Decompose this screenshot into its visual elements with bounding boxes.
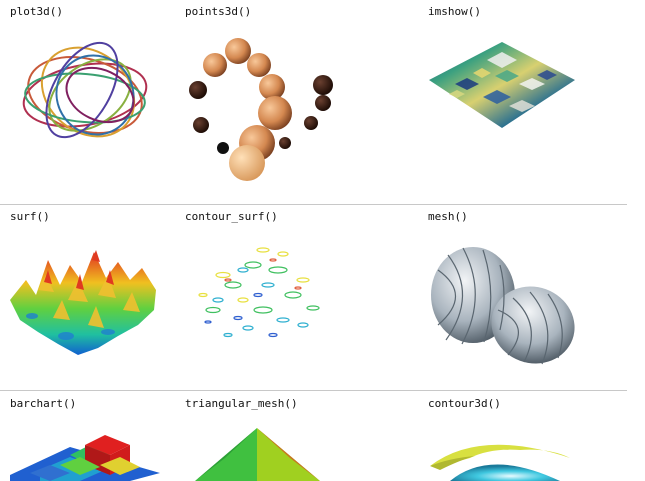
barchart-link[interactable]: barchart() (10, 397, 77, 410)
gallery-item-label[interactable]: surf() (10, 210, 50, 223)
imshow-link[interactable]: imshow() (428, 5, 481, 18)
gallery-item-label[interactable]: triangular_mesh() (185, 397, 298, 410)
contour-surf-link[interactable]: contour_surf() (185, 210, 278, 223)
gallery-item-label[interactable]: contour_surf() (185, 210, 278, 223)
gallery-item-label[interactable]: imshow() (428, 5, 481, 18)
plot3d-thumbnail[interactable] (10, 40, 160, 150)
contour3d-thumbnail[interactable] (430, 428, 575, 481)
gallery-item-label[interactable]: points3d() (185, 5, 251, 18)
gallery-item-label[interactable]: barchart() (10, 397, 76, 410)
triangular-mesh-link[interactable]: triangular_mesh() (185, 397, 298, 410)
surf-thumbnail[interactable] (8, 240, 160, 360)
mesh-link[interactable]: mesh() (428, 210, 468, 223)
imshow-thumbnail[interactable] (427, 40, 577, 135)
gallery-item-label[interactable]: mesh() (428, 210, 468, 223)
gallery-item-label[interactable]: contour3d() (428, 397, 501, 410)
mesh-thumbnail[interactable] (428, 230, 578, 375)
barchart-thumbnail[interactable] (10, 425, 160, 481)
triangular-mesh-thumbnail[interactable] (195, 428, 320, 481)
row-divider (0, 204, 627, 205)
row-divider (0, 390, 627, 391)
gallery-item-label[interactable]: plot3d() (10, 5, 63, 18)
contour3d-link[interactable]: contour3d() (428, 397, 501, 410)
points3d-link[interactable]: points3d() (185, 5, 252, 18)
contour-surf-thumbnail[interactable] (183, 240, 333, 350)
surf-link[interactable]: surf() (10, 210, 50, 223)
points3d-thumbnail[interactable] (185, 35, 335, 185)
plot3d-link[interactable]: plot3d() (10, 5, 63, 18)
